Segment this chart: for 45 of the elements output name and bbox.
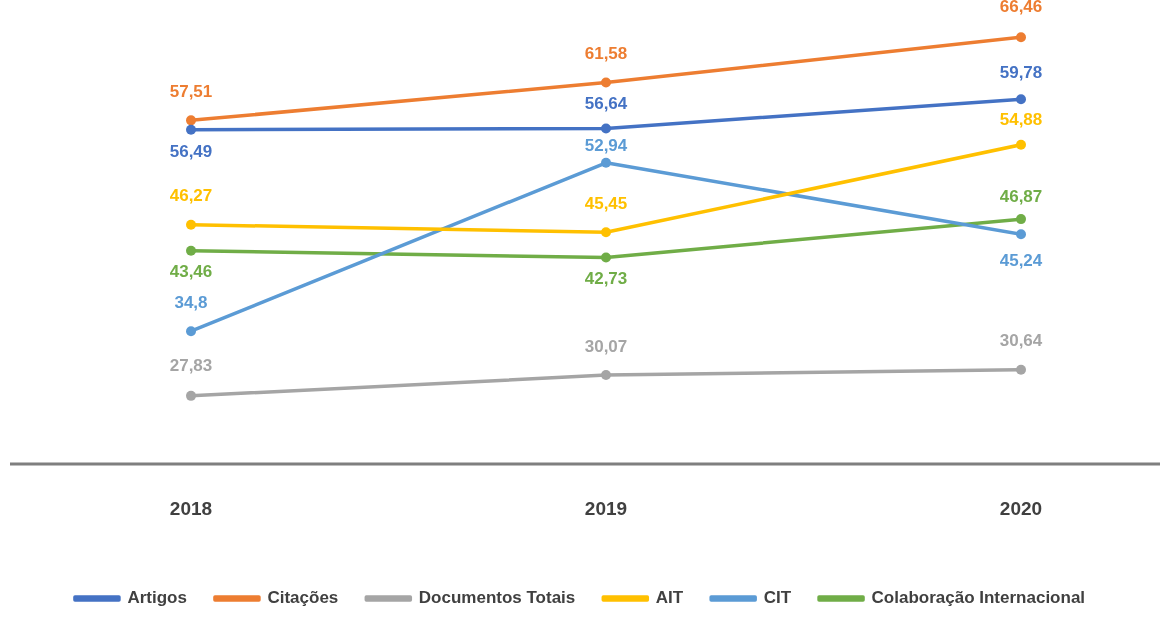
data-label: 46,87 [999,186,1043,206]
data-label: 30,64 [999,331,1043,351]
data-label: 56,64 [584,94,628,114]
data-label: 66,46 [999,0,1043,16]
legend-label: CIT [763,588,792,608]
legend-label: Colaboração Internacional [871,588,1086,608]
point [601,77,611,88]
data-label: 52,94 [584,136,628,156]
point [1016,32,1026,43]
point [186,390,196,401]
data-label: 45,45 [584,193,628,213]
point [186,326,196,337]
point [601,252,611,263]
data-label: 56,49 [169,141,213,161]
point [1016,94,1026,105]
data-label: 46,27 [169,186,213,206]
legend-label: AIT [655,588,684,608]
data-label: 45,24 [999,250,1043,270]
data-label: 30,07 [584,336,628,356]
legend-label: Documentos Totais [418,588,576,608]
x-tick-label: 2018 [169,497,213,519]
x-tick-label: 2019 [584,497,628,519]
data-label: 61,58 [584,44,628,64]
data-label: 54,88 [999,110,1043,130]
point [186,115,196,126]
data-label: 59,78 [999,62,1043,82]
point [1016,364,1026,375]
data-label: 42,73 [584,269,628,289]
point [601,370,611,381]
x-tick-label: 2020 [999,497,1043,519]
data-label: 43,46 [169,262,213,282]
legend-label: Citações [267,588,339,608]
data-label: 57,51 [169,82,213,102]
point [1016,214,1026,225]
data-label: 34,8 [174,292,208,312]
point [186,124,196,135]
legend-label: Artigos [127,588,187,608]
point [601,123,611,134]
point [1016,139,1026,150]
data-label: 27,83 [169,355,213,375]
point [601,227,611,238]
point [186,219,196,230]
point [186,245,196,256]
point [1016,229,1026,240]
point [601,157,611,168]
